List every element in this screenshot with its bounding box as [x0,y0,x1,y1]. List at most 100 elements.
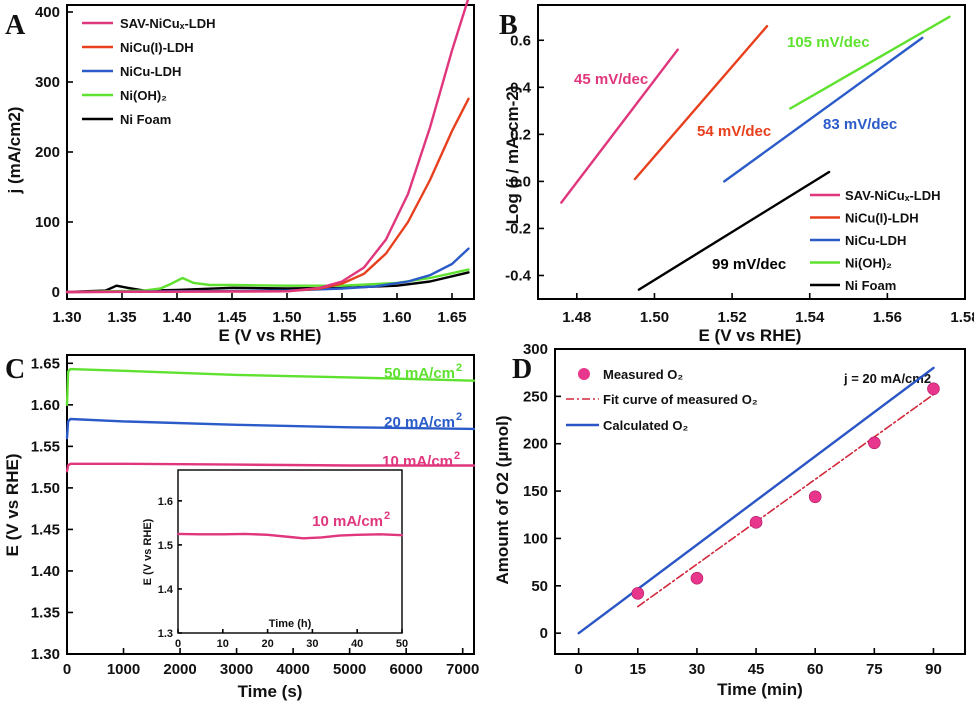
panel-d-label: D [512,354,532,385]
panel-a-ytick-label: 400 [35,4,60,21]
panel-a-xtick-label: 1.30 [52,309,81,326]
inset-xlabel: Time (h) [269,618,312,630]
panel-b-fit-line-2 [723,36,924,183]
panel-b-ytick-label: -0.4 [505,267,532,284]
panel-d-ytick-label: 150 [523,483,548,500]
panel-a-legend-label-0: SAV-NiCuₓ-LDH [120,16,216,31]
panel-d-measured-point [808,490,822,504]
panel-b-ytick-label: 0.2 [510,126,531,143]
panel-b-slope-label-1: 54 mV/dec [697,123,771,140]
inset-xtick-label: 40 [351,638,363,650]
panel-a-xtick-label: 1.40 [162,309,191,326]
inset-current-sup: 2 [384,510,390,522]
panel-d-ytick-label: 200 [523,436,548,453]
panel-b-fit-line-1 [633,25,769,181]
panel-c-ytick-label: 1.45 [31,521,60,538]
panel-d-xtick-label: 75 [866,661,883,678]
panel-c-line-0 [65,367,476,406]
panel-a-ytick-label: 200 [35,144,60,161]
inset-xtick-label: 20 [261,638,273,650]
panel-d-ytick-label: 250 [523,388,548,405]
panel-b-ytick-label: 0.6 [510,32,531,49]
panel-b-fit-line-3 [789,15,951,110]
panel-d-ylabel: Amount of O2 (μmol) [493,415,512,584]
panel-b-ytick-label: 0.0 [510,173,531,190]
panel-b-slope-label-0: 45 mV/dec [574,71,648,88]
panel-d-xlabel: Time (min) [717,680,803,699]
panel-a-line-0 [65,0,470,294]
panel-d-measured-point [927,382,940,396]
panel-b-legend-label-1: NiCu(I)-LDH [845,211,919,226]
inset-current-label: 10 mA/cm [312,513,383,530]
inset-xtick-label: 30 [306,638,318,650]
panel-b-frame [537,4,966,300]
panel-b-fit-line-4 [637,170,831,291]
panel-a-legend-label-4: Ni Foam [120,112,171,127]
panel-b-xtick-label: 1.58 [950,309,974,326]
panel-c-xtick-label: 5000 [333,661,366,678]
panel-a-label: A [5,10,26,41]
panel-c-xtick-label: 7000 [446,661,479,678]
panel-d-legend-label-2: Calculated O₂ [603,418,688,433]
panel-d-fit-line [636,393,935,608]
panel-d-xtick-label: 90 [925,661,942,678]
panel-c-ytick-label: 1.50 [31,480,60,497]
panel-c-ylabel: E (V vs RHE) [3,454,22,557]
panel-d-ytick-label: 300 [523,341,548,358]
inset-ylabel: E (V vs RHE) [142,518,154,585]
panel-c-current-sup-2: 2 [454,450,460,462]
panel-b-xtick-label: 1.48 [562,309,591,326]
panel-b-label: B [499,10,518,41]
panel-d-ytick-label: 100 [523,530,548,547]
panel-d-measured-point [631,587,645,600]
panel-d-measured-point [868,436,881,450]
panel-c-current-label-1: 20 mA/cm [384,414,455,431]
panel-c-line-2 [65,462,476,473]
panel-c-ytick-label: 1.55 [31,438,60,455]
panel-c-xtick-label: 4000 [276,661,309,678]
panel-b-xtick-label: 1.50 [640,309,669,326]
inset-ytick-label: 1.4 [158,584,174,596]
panel-c-xtick-label: 0 [63,661,71,678]
panel-c-current-label-2: 10 mA/cm [382,453,453,470]
panel-b-xtick-label: 1.52 [717,309,746,326]
panel-c-label: C [5,354,25,385]
panel-d-frame [554,348,966,655]
panel-b-slope-label-4: 99 mV/dec [712,256,786,273]
panel-c-ytick-label: 1.35 [31,604,60,621]
panel-c-current-sup-1: 2 [456,411,462,423]
panel-d-current-annotation: j = 20 mA/cm2 [843,371,931,386]
panel-c-ytick-label: 1.65 [31,355,60,372]
panel-c-ytick-label: 1.60 [31,397,60,414]
inset-xtick-label: 10 [217,638,229,650]
inset-xtick-label: 50 [396,638,408,650]
panel-b-slope-label-3: 83 mV/dec [823,116,897,133]
panel-b-xtick-label: 1.54 [795,309,825,326]
panel-b-ytick-label: -0.2 [505,220,531,237]
inset-frame [177,469,403,634]
panel-b-legend-label-4: Ni Foam [845,278,896,293]
panel-a-ytick-label: 0 [52,284,60,301]
panel-b-slope-label-2: 105 mV/dec [787,34,870,51]
panel-b-legend-label-0: SAV-NiCuₓ-LDH [845,188,941,203]
panel-a-ylabel: j (mA/cm2) [5,107,24,195]
panel-c-ytick-label: 1.30 [31,646,60,663]
panel-b-ytick-label: 0.4 [510,79,532,96]
panel-b-fit-line-0 [560,48,679,204]
panel-d-xtick-label: 45 [748,661,765,678]
panel-d-measured-point [749,516,763,529]
panel-a-xtick-label: 1.65 [437,309,466,326]
panel-a-xtick-label: 1.50 [272,309,301,326]
panel-c-current-sup-0: 2 [456,362,462,374]
inset-ytick-label: 1.5 [158,540,173,552]
panel-c-xtick-label: 1000 [107,661,140,678]
panel-d-xtick-label: 60 [807,661,824,678]
panel-c-current-label-0: 50 mA/cm [384,365,455,382]
panel-b-xlabel: E (V vs RHE) [699,326,802,345]
panel-a-ytick-label: 100 [35,214,60,231]
panel-a-xtick-label: 1.55 [327,309,356,326]
panel-d-xtick-label: 30 [689,661,706,678]
panel-a-ytick-label: 300 [35,74,60,91]
panel-a-legend-label-2: NiCu-LDH [120,64,181,79]
